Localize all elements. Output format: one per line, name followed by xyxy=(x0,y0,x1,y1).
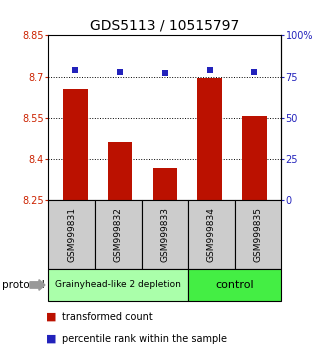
Text: GSM999833: GSM999833 xyxy=(160,207,169,262)
Text: percentile rank within the sample: percentile rank within the sample xyxy=(62,334,226,344)
Point xyxy=(252,69,257,74)
Point xyxy=(162,70,167,76)
Title: GDS5113 / 10515797: GDS5113 / 10515797 xyxy=(90,19,239,33)
Bar xyxy=(63,89,88,200)
Text: GSM999834: GSM999834 xyxy=(207,207,216,262)
Bar xyxy=(108,142,132,200)
Text: GSM999832: GSM999832 xyxy=(114,207,123,262)
Text: transformed count: transformed count xyxy=(62,312,153,322)
Text: ■: ■ xyxy=(46,312,57,322)
Text: control: control xyxy=(215,280,254,290)
Bar xyxy=(242,116,267,200)
Text: GSM999831: GSM999831 xyxy=(67,207,76,262)
Text: Grainyhead-like 2 depletion: Grainyhead-like 2 depletion xyxy=(55,280,181,290)
Bar xyxy=(197,78,222,200)
Text: protocol: protocol xyxy=(2,280,44,290)
Point xyxy=(117,69,123,74)
Text: ■: ■ xyxy=(46,334,57,344)
Text: GSM999835: GSM999835 xyxy=(253,207,263,262)
Point xyxy=(73,67,78,73)
Point xyxy=(207,67,212,73)
Bar xyxy=(153,169,177,200)
